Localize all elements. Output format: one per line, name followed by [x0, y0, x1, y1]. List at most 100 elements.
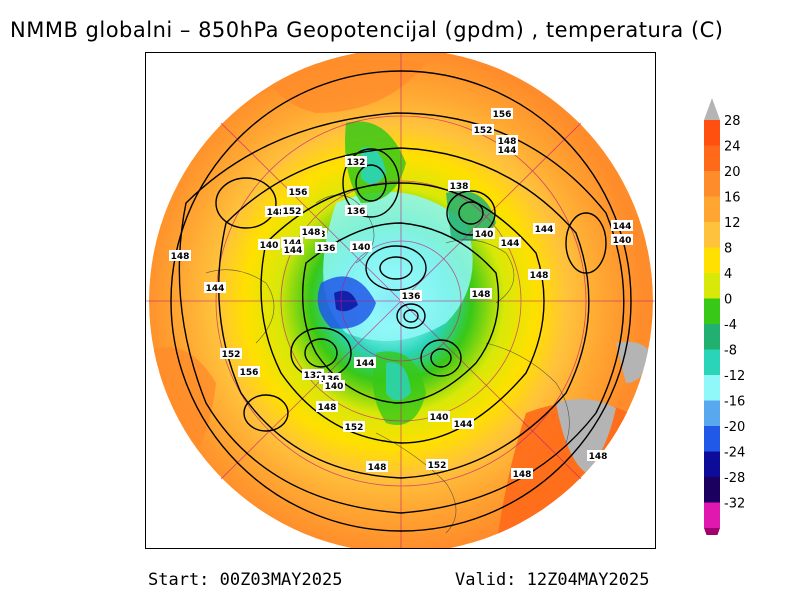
contour-label: 152	[283, 207, 302, 217]
colorbar-segment	[704, 145, 720, 171]
colorbar-label: -32	[724, 497, 745, 512]
contour-label: 136	[317, 244, 336, 254]
contour-label: 140	[352, 243, 371, 253]
contour-label-box	[491, 108, 513, 119]
contour-label: 152	[428, 461, 447, 471]
colorbar-segment	[704, 120, 720, 146]
contour-label: 148	[267, 208, 286, 218]
contour-label: 138	[450, 182, 469, 192]
contour-label-box	[400, 290, 422, 301]
colorbar-label: -4	[724, 318, 737, 333]
contour-label-box	[258, 239, 280, 250]
contour-label: 148	[589, 452, 608, 462]
contour-label: 148	[302, 228, 321, 238]
contour-label: 136	[347, 207, 366, 217]
geopotential-contours	[170, 70, 632, 532]
colorbar-label: -28	[724, 471, 745, 486]
temperature-colorbar: 28 24 20 16 12 8 4 0 -4 -8 -12 -16 -20 -24 -28 -32	[700, 95, 780, 550]
contour-label: 140	[260, 241, 279, 251]
contour-label: 148	[530, 271, 549, 281]
contour-label-box	[528, 269, 550, 280]
contour-label-box	[345, 156, 367, 167]
contour-label-box	[302, 369, 324, 380]
contour-label-box	[473, 228, 495, 239]
colorbar-segment	[704, 477, 720, 503]
contour-label-box	[470, 288, 492, 299]
contour-label: 148	[171, 252, 190, 262]
contour-label-box	[319, 373, 341, 384]
contour-label: 140	[613, 236, 632, 246]
colorbar-label: -24	[724, 446, 745, 461]
contour-label-box	[282, 244, 304, 255]
colorbar-label: 28	[724, 114, 741, 129]
contour-label-box	[496, 144, 518, 155]
colorbar-label: 0	[724, 293, 732, 308]
colorbar-bottom-cap	[704, 528, 720, 550]
contour-label: 156	[493, 110, 512, 120]
contour-label: 140	[475, 230, 494, 240]
contour-label: 144	[535, 225, 554, 235]
colorbar-label: -16	[724, 395, 745, 410]
contour-label: 144	[454, 420, 473, 430]
colorbar-segment	[704, 400, 720, 426]
contour-label-box	[448, 180, 470, 191]
colorbar-label: -20	[724, 420, 745, 435]
contour-label: 136	[402, 292, 421, 302]
colorbar-label: 4	[724, 267, 732, 282]
valid-time: Valid: 12Z04MAY2025	[455, 570, 650, 590]
contour-label-box	[511, 468, 533, 479]
contour-label: 156	[240, 368, 259, 378]
contour-label-box	[472, 124, 494, 135]
contour-label-box	[428, 411, 450, 422]
colorbar-segment	[704, 426, 720, 452]
contour-label: 144	[206, 284, 225, 294]
contour-label-box	[345, 205, 367, 216]
contour-label: 144	[284, 246, 303, 256]
colorbar-label: -8	[724, 344, 737, 359]
colorbar-segment	[704, 349, 720, 375]
contour-label: 152	[474, 126, 493, 136]
contour-label-box	[220, 348, 242, 359]
contour-label-box	[238, 366, 260, 377]
contour-label: 152	[345, 423, 364, 433]
contour-label: 144	[356, 359, 375, 369]
colorbar-segment	[704, 196, 720, 222]
contour-label-box	[265, 206, 287, 217]
contour-label-box	[281, 205, 303, 216]
contour-label: 156	[289, 188, 308, 198]
colorbar-segment	[704, 273, 720, 299]
contour-label-box	[354, 357, 376, 368]
contour-label-box	[587, 450, 609, 461]
contour-label-box	[343, 421, 365, 432]
colorbar-label: 8	[724, 242, 732, 257]
map-frame: 1561521481441321381361481561521481441401…	[145, 52, 656, 549]
colorbar-segment	[704, 502, 720, 528]
colorbar-segment	[704, 247, 720, 273]
contour-label: 144	[613, 222, 632, 232]
contour-label-box	[204, 282, 226, 293]
contour-label: 144	[501, 239, 520, 249]
contour-label: 148	[368, 463, 387, 473]
contour-label-box	[452, 418, 474, 429]
colorbar-label: 20	[724, 165, 741, 180]
polar-map: 1561521481441321381361481561521481441401…	[146, 53, 655, 548]
contour-label: 132	[347, 158, 366, 168]
contour-label: 140	[325, 382, 344, 392]
colorbar-top-cap	[704, 98, 720, 120]
colorbar-segment	[704, 222, 720, 248]
contour-label-box	[611, 234, 633, 245]
contour-label-box	[315, 242, 337, 253]
contour-label-box	[169, 250, 191, 261]
colorbar-segment	[704, 298, 720, 324]
contour-label: 152	[222, 350, 241, 360]
contour-label-box	[426, 459, 448, 470]
start-time: Start: 00Z03MAY2025	[148, 570, 343, 590]
colorbar-segment	[704, 171, 720, 197]
contour-label-box	[366, 461, 388, 472]
contour-label-box	[281, 237, 303, 248]
contour-label-box	[350, 241, 372, 252]
contour-label-box	[323, 380, 345, 391]
contour-label: 148	[498, 137, 517, 147]
contour-label-box	[300, 226, 322, 237]
contour-label: 144	[498, 146, 517, 156]
